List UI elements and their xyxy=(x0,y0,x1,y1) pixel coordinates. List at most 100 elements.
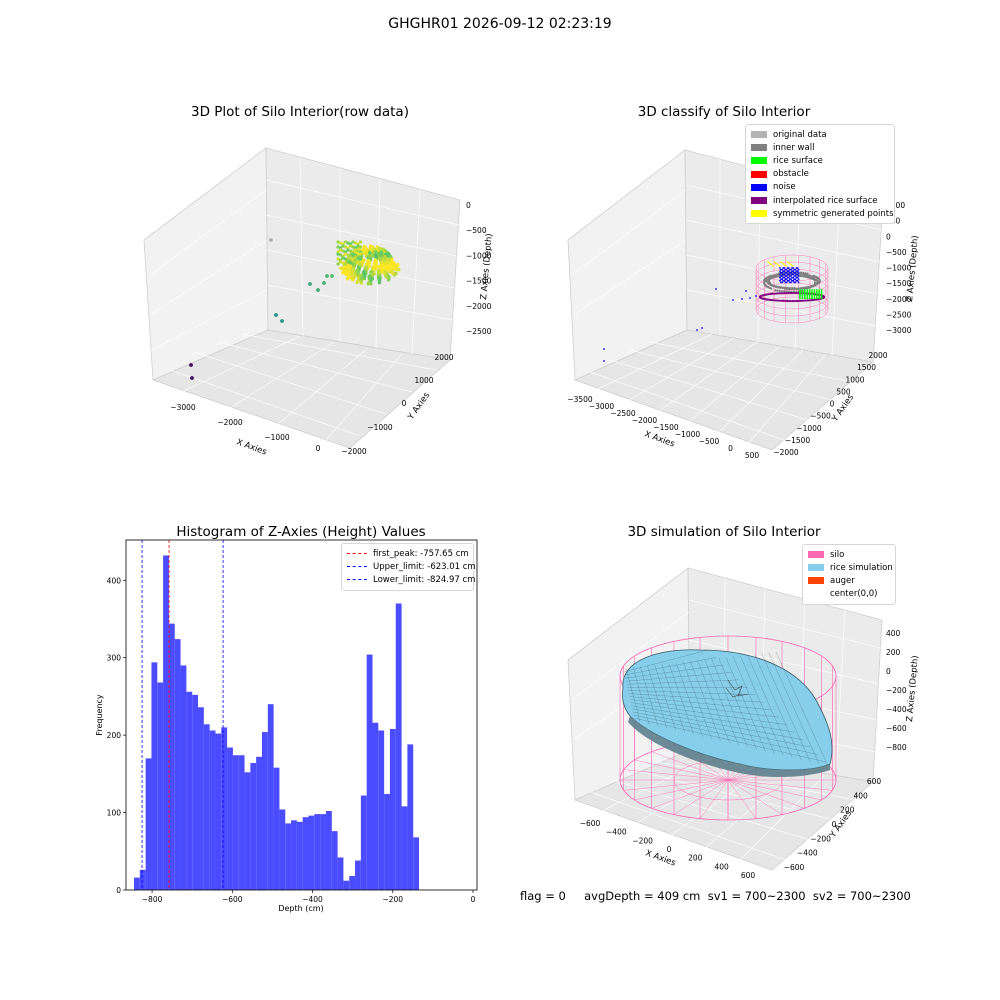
legend-swatch xyxy=(751,144,767,152)
hist-bar xyxy=(139,869,146,890)
point-noise xyxy=(749,297,751,299)
data-point xyxy=(397,268,401,272)
tick-label: −2500 xyxy=(886,310,912,319)
point-interpolated xyxy=(796,299,799,302)
data-point xyxy=(351,245,355,249)
data-point xyxy=(360,276,364,280)
point-rice-surface xyxy=(806,296,809,298)
tick-label: 0 xyxy=(886,232,891,241)
point-rice-surface xyxy=(813,291,816,294)
mesh-line xyxy=(631,705,795,733)
mesh-line xyxy=(629,696,771,710)
point-rice-surface xyxy=(799,294,801,297)
data-point xyxy=(189,363,193,367)
tick-label: −1000 xyxy=(796,424,822,433)
mesh-line xyxy=(629,699,779,718)
hist-bar xyxy=(151,662,158,890)
legend-line xyxy=(347,566,367,568)
data-point xyxy=(336,257,340,261)
point-rice-surface xyxy=(811,294,813,297)
data-point xyxy=(353,271,357,276)
x-tick-label: −800 xyxy=(142,895,163,904)
point-symmetric xyxy=(782,263,785,265)
point-noise xyxy=(792,279,795,282)
tick-label: −600 xyxy=(784,863,805,872)
data-point xyxy=(343,245,348,249)
point-rice-surface xyxy=(820,293,823,296)
point-interpolated xyxy=(796,292,799,295)
point-inner-wall xyxy=(818,280,821,284)
rice-surface-mesh xyxy=(623,649,829,767)
data-point xyxy=(338,248,343,252)
hist-bar xyxy=(163,555,169,890)
hist-bar xyxy=(308,815,315,890)
point-inner-wall xyxy=(785,287,788,290)
tick-label: 200 xyxy=(688,854,703,863)
hist-bar xyxy=(168,623,175,890)
tick-label: −500 xyxy=(699,437,720,446)
point-noise xyxy=(792,267,795,269)
data-point xyxy=(348,249,353,253)
legend-swatch xyxy=(808,551,824,559)
point-noise xyxy=(794,278,797,281)
point-rice-surface xyxy=(806,290,809,293)
legend-item: first_peak: -757.65 cm xyxy=(347,547,469,560)
data-point xyxy=(385,275,390,280)
point-noise xyxy=(785,275,788,277)
point-rice-surface xyxy=(806,293,809,296)
point-interpolated xyxy=(772,292,775,295)
point-interpolated xyxy=(800,299,803,302)
point-inner-wall xyxy=(800,273,803,276)
data-point xyxy=(394,266,398,270)
point-rice-surface xyxy=(799,296,801,298)
silo-floor-spoke xyxy=(727,779,833,791)
point-interpolated xyxy=(791,300,794,302)
point-rice-surface xyxy=(806,294,809,297)
mesh-line xyxy=(690,661,721,741)
tick-label: −3000 xyxy=(170,403,196,412)
tick-label: −3500 xyxy=(567,395,593,404)
data-point xyxy=(345,277,350,281)
point-noise xyxy=(779,279,781,282)
point-interpolated xyxy=(780,299,783,302)
data-point xyxy=(355,268,359,272)
point-rice-surface xyxy=(815,290,818,293)
point-interpolated xyxy=(787,292,790,294)
point-noise xyxy=(796,279,799,282)
hist-bar xyxy=(349,876,356,890)
legend-label: obstacle xyxy=(773,169,809,180)
point-noise xyxy=(787,273,790,276)
data-point xyxy=(341,244,345,248)
data-point xyxy=(371,267,376,271)
data-point xyxy=(383,261,387,266)
point-interpolated xyxy=(762,297,765,300)
data-point xyxy=(190,376,194,380)
point-rice-surface xyxy=(806,291,809,294)
data-point xyxy=(343,262,348,266)
tick-label: −2500 xyxy=(466,327,492,336)
hist-bar xyxy=(273,767,280,890)
legend-item: auger xyxy=(808,574,890,587)
data-point xyxy=(383,270,388,275)
point-rice-surface xyxy=(820,297,823,300)
point-interpolated xyxy=(785,299,788,302)
data-point xyxy=(389,263,394,268)
point-rice-surface xyxy=(818,294,821,297)
tick-label: 1000 xyxy=(414,376,433,385)
data-point xyxy=(383,254,387,259)
legend-label: interpolated rice surface xyxy=(773,195,878,206)
tick-label: −400 xyxy=(606,828,627,837)
data-point xyxy=(346,260,350,264)
point-noise xyxy=(797,268,800,271)
point-symmetric xyxy=(769,263,772,265)
chart2-title: 3D classify of Silo Interior xyxy=(637,104,811,120)
point-inner-wall xyxy=(814,278,817,281)
point-rice-surface xyxy=(803,291,806,294)
point-interpolated xyxy=(765,298,768,301)
data-point xyxy=(336,252,340,256)
hist-bar xyxy=(215,733,222,890)
x-tick-label: −200 xyxy=(382,895,403,904)
point-interpolated xyxy=(805,299,808,302)
point-inner-wall xyxy=(788,287,792,290)
